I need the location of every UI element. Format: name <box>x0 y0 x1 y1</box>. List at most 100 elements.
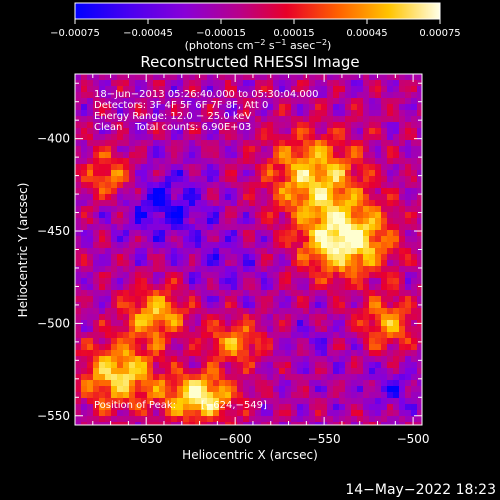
heatmap-cell <box>81 398 87 404</box>
heatmap-cell <box>303 350 309 356</box>
heatmap-cell <box>309 200 315 206</box>
heatmap-cell <box>345 152 351 158</box>
heatmap-cell <box>273 98 279 104</box>
heatmap-cell <box>363 158 369 164</box>
heatmap-cell <box>81 74 87 80</box>
heatmap-cell <box>381 140 387 146</box>
heatmap-cell <box>333 314 339 320</box>
heatmap-cell <box>393 380 399 386</box>
heatmap-cell <box>171 218 177 224</box>
heatmap-cell <box>399 422 405 425</box>
heatmap-cell <box>387 308 393 314</box>
heatmap-cell <box>363 416 369 422</box>
heatmap-cell <box>111 344 117 350</box>
heatmap-cell <box>171 110 177 116</box>
heatmap-cell <box>135 230 141 236</box>
heatmap-cell <box>207 278 213 284</box>
heatmap-cell <box>183 242 189 248</box>
heatmap-cell <box>99 152 105 158</box>
heatmap-cell <box>135 188 141 194</box>
heatmap-cell <box>357 206 363 212</box>
heatmap-cell <box>273 80 279 86</box>
heatmap-cell <box>153 206 159 212</box>
heatmap-cell <box>111 314 117 320</box>
heatmap-cell <box>87 326 93 332</box>
heatmap-cell <box>243 140 249 146</box>
heatmap-cell <box>261 326 267 332</box>
heatmap-cell <box>303 338 309 344</box>
footer-date: 14−May−2022 18:23 <box>345 482 496 498</box>
heatmap-cell <box>261 422 267 425</box>
heatmap-cell <box>171 344 177 350</box>
heatmap-cell <box>393 338 399 344</box>
heatmap-cell <box>285 170 291 176</box>
heatmap-cell <box>135 410 141 416</box>
heatmap-cell <box>189 398 195 404</box>
heatmap-cell <box>351 236 357 242</box>
heatmap-cell <box>129 362 135 368</box>
heatmap-cell <box>81 86 87 92</box>
heatmap-cell <box>291 206 297 212</box>
heatmap-cell <box>267 296 273 302</box>
heatmap-cell <box>273 368 279 374</box>
heatmap-cell <box>189 320 195 326</box>
heatmap-cell <box>381 308 387 314</box>
heatmap-cell <box>207 386 213 392</box>
heatmap-cell <box>99 194 105 200</box>
heatmap-cell <box>405 302 411 308</box>
heatmap-cell <box>231 164 237 170</box>
heatmap-cell <box>369 146 375 152</box>
heatmap-cell <box>147 368 153 374</box>
heatmap-cell <box>279 224 285 230</box>
heatmap-cell <box>237 146 243 152</box>
heatmap-cell <box>327 422 333 425</box>
heatmap-cell <box>249 188 255 194</box>
heatmap-cell <box>135 176 141 182</box>
heatmap-cell <box>363 218 369 224</box>
heatmap-cell <box>333 320 339 326</box>
heatmap-cell <box>141 410 147 416</box>
heatmap-cell <box>399 206 405 212</box>
heatmap-cell <box>183 200 189 206</box>
heatmap-cell <box>177 254 183 260</box>
heatmap-cell <box>279 392 285 398</box>
heatmap-cell <box>339 176 345 182</box>
heatmap-cell <box>333 194 339 200</box>
heatmap-cell <box>177 344 183 350</box>
heatmap-cell <box>279 134 285 140</box>
heatmap-cell <box>369 416 375 422</box>
heatmap-cell <box>177 380 183 386</box>
heatmap-cell <box>129 224 135 230</box>
heatmap-cell <box>255 218 261 224</box>
heatmap-cell <box>99 362 105 368</box>
heatmap-cell <box>219 296 225 302</box>
heatmap-cell <box>303 242 309 248</box>
heatmap-cell <box>333 158 339 164</box>
heatmap-cell <box>285 308 291 314</box>
heatmap-cell <box>165 230 171 236</box>
heatmap-cell <box>231 398 237 404</box>
heatmap-cell <box>183 170 189 176</box>
heatmap-cell <box>237 320 243 326</box>
heatmap-cell <box>213 122 219 128</box>
heatmap-cell <box>405 152 411 158</box>
heatmap-cell <box>393 254 399 260</box>
heatmap-cell <box>381 206 387 212</box>
heatmap-cell <box>111 422 117 425</box>
heatmap-cell <box>93 146 99 152</box>
heatmap-cell <box>309 380 315 386</box>
heatmap-cell <box>81 326 87 332</box>
heatmap-cell <box>375 380 381 386</box>
heatmap-cell <box>219 116 225 122</box>
heatmap-cell <box>267 404 273 410</box>
heatmap-cell <box>237 152 243 158</box>
heatmap-cell <box>291 212 297 218</box>
heatmap-cell <box>333 368 339 374</box>
heatmap-cell <box>279 182 285 188</box>
heatmap-cell <box>147 398 153 404</box>
heatmap-cell <box>207 212 213 218</box>
heatmap-cell <box>75 254 81 260</box>
heatmap-cell <box>417 74 422 80</box>
heatmap-cell <box>321 266 327 272</box>
heatmap-cell <box>153 176 159 182</box>
